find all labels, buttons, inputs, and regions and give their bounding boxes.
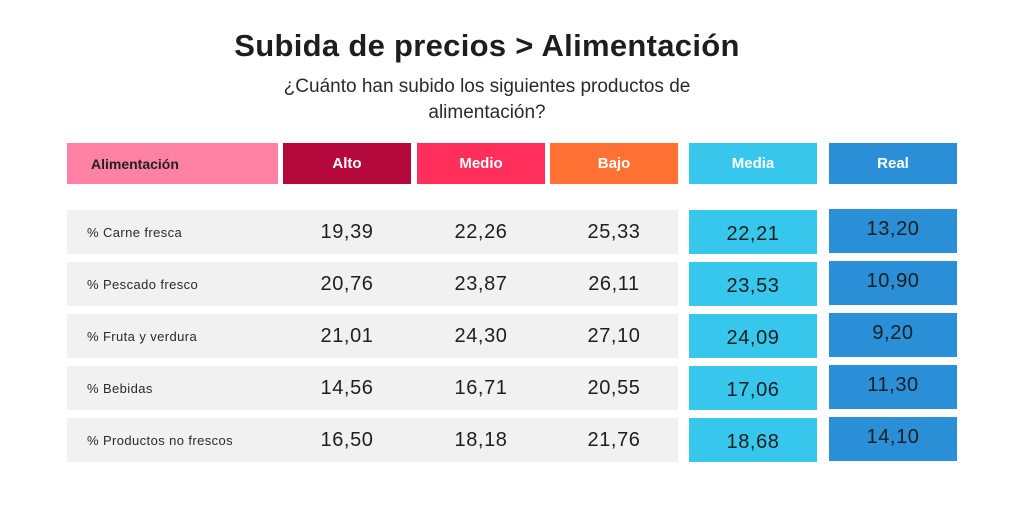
table-row [67, 210, 678, 254]
cell-bajo: 20,55 [587, 376, 641, 399]
cell-real: 10,90 [829, 261, 957, 305]
page-title: Subida de precios > Alimentación [234, 28, 740, 63]
row-label: % Productos no frescos [87, 432, 234, 448]
cell-alto: 14,56 [320, 376, 374, 399]
cell-real: 11,30 [829, 365, 957, 409]
cell-bajo: 21,76 [587, 428, 641, 451]
row-label: % Fruta y verdura [87, 328, 198, 344]
cell-medio: 16,71 [454, 376, 508, 399]
table-row [67, 418, 678, 462]
cell-media: 18,68 [689, 418, 817, 462]
cell-alto: 20,76 [320, 272, 374, 295]
table-row [67, 366, 678, 410]
cell-real: 14,10 [829, 417, 957, 461]
cell-medio: 18,18 [454, 428, 508, 451]
cell-real: 13,20 [829, 209, 957, 253]
cell-media: 24,09 [689, 314, 817, 358]
header-alimentacion: Alimentación [67, 143, 278, 184]
row-label: % Carne fresca [87, 224, 183, 240]
header-media: Media [689, 143, 817, 184]
table-row [67, 314, 678, 358]
cell-bajo: 25,33 [587, 220, 641, 243]
row-label: % Pescado fresco [87, 276, 199, 292]
cell-bajo: 26,11 [588, 272, 640, 295]
cell-medio: 23,87 [454, 272, 508, 295]
row-label: % Bebidas [87, 380, 153, 396]
cell-alto: 21,01 [320, 324, 374, 347]
cell-real: 9,20 [829, 313, 957, 357]
page-subtitle: ¿Cuánto han subido los siguientes produc… [283, 76, 691, 123]
header-medio: Medio [417, 143, 545, 184]
cell-alto: 19,39 [320, 220, 374, 243]
cell-media: 22,21 [689, 210, 817, 254]
cell-media: 23,53 [689, 262, 817, 306]
cell-medio: 22,26 [454, 220, 508, 243]
cell-medio: 24,30 [454, 324, 508, 347]
cell-alto: 16,50 [320, 428, 374, 451]
header-alto: Alto [283, 143, 411, 184]
table-row [67, 262, 678, 306]
header-real: Real [829, 143, 957, 184]
cell-bajo: 27,10 [587, 324, 641, 347]
cell-media: 17,06 [689, 366, 817, 410]
header-bajo: Bajo [550, 143, 678, 184]
